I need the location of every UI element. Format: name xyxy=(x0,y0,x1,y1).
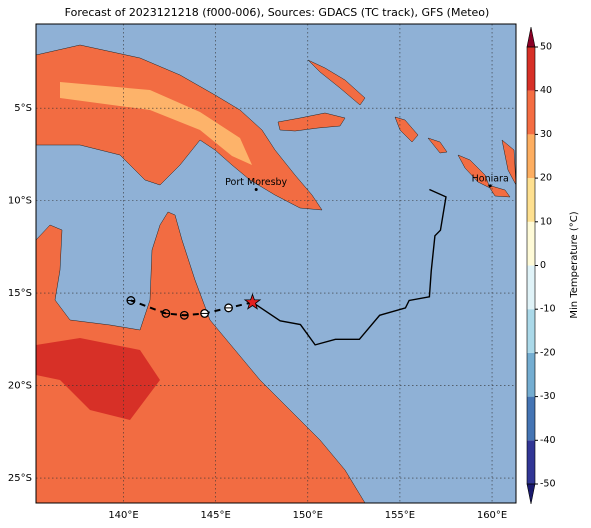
land xyxy=(35,211,366,504)
place-dot xyxy=(254,188,258,192)
land xyxy=(277,112,346,132)
place-label: Port Moresby xyxy=(225,177,287,188)
place-label: Honiara xyxy=(472,173,509,184)
colorbar-tick-label: -10 xyxy=(540,304,556,315)
colorbar-segment xyxy=(527,396,535,441)
colorbar-tick-label: 20 xyxy=(540,173,552,184)
colorbar-tick-label: 0 xyxy=(540,260,546,271)
land xyxy=(487,184,511,198)
land xyxy=(427,137,448,154)
x-tick-label: 155°E xyxy=(385,510,415,521)
map-frame xyxy=(35,23,517,504)
colorbar-segment xyxy=(527,265,535,310)
land xyxy=(394,116,419,143)
y-tick-label: 5°S xyxy=(14,103,32,114)
colorbar-segment xyxy=(527,352,535,397)
colorbar-tick-label: -50 xyxy=(540,479,556,490)
y-tick-label: 25°S xyxy=(8,473,32,484)
colorbar-under xyxy=(526,483,536,505)
colorbar-label: Min Temperature (°C) xyxy=(569,211,580,318)
hot-region xyxy=(36,338,160,420)
colorbar-segment xyxy=(527,178,535,222)
colorbar-segment xyxy=(527,440,535,484)
colorbar-tick-label: 50 xyxy=(540,42,552,53)
colorbar-segment xyxy=(527,221,535,266)
colorbar-segment xyxy=(527,309,535,353)
y-tick-label: 10°S xyxy=(8,196,32,207)
forecast-track xyxy=(130,299,253,317)
x-tick-label: 145°E xyxy=(200,510,230,521)
colorbar-over xyxy=(526,26,536,48)
observed-track xyxy=(252,188,447,346)
current-position xyxy=(243,293,262,310)
highland xyxy=(60,82,252,165)
colorbar-tick-label: 40 xyxy=(540,85,552,96)
x-tick-label: 160°E xyxy=(477,510,507,521)
land xyxy=(307,59,366,106)
place-dot xyxy=(488,184,492,188)
colorbar-tick-label: -30 xyxy=(540,391,556,402)
y-tick-label: 15°S xyxy=(8,288,32,299)
colorbar-segment xyxy=(527,47,535,91)
colorbar-segment xyxy=(527,90,535,135)
colorbar-tick-label: -40 xyxy=(540,435,556,446)
colorbar-tick-label: 30 xyxy=(540,129,552,140)
map-area xyxy=(35,24,517,504)
x-tick-label: 140°E xyxy=(108,510,138,521)
x-tick-label: 150°E xyxy=(293,510,323,521)
y-tick-label: 20°S xyxy=(8,381,32,392)
colorbar-tick-label: -20 xyxy=(540,347,556,358)
colorbar-segment xyxy=(527,134,535,179)
colorbar-tick-label: 10 xyxy=(540,216,552,227)
title: Forecast of 2023121218 (f000-006), Sourc… xyxy=(65,6,490,19)
